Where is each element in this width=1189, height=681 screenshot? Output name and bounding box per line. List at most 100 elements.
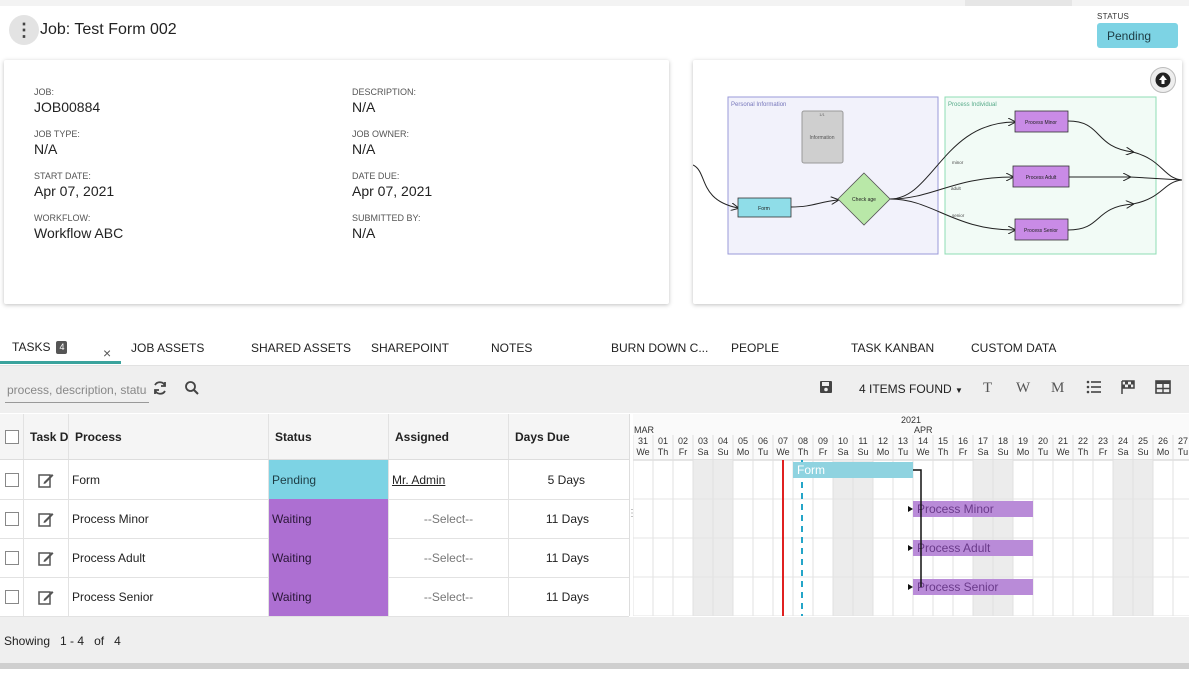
process-minor-node-label: Process Minor <box>1025 120 1057 126</box>
tab-job-assets[interactable]: JOB ASSETS <box>131 341 205 355</box>
col-assigned[interactable]: Assigned <box>388 414 508 459</box>
gantt-day-name: Fr <box>1099 447 1108 457</box>
days-due-cell: 11 Days <box>508 577 629 616</box>
description-value: N/A <box>352 99 376 115</box>
gantt-month-mar: MAR <box>634 425 655 435</box>
table-row[interactable]: Form Pending Mr. Admin 5 Days <box>0 460 629 500</box>
gantt-day-name: Tu <box>758 447 768 457</box>
col-days-due[interactable]: Days Due <box>508 414 629 459</box>
row-checkbox[interactable] <box>4 511 19 526</box>
gantt-header-bg <box>633 414 1189 460</box>
gantt-day-number: 09 <box>818 436 828 446</box>
select-all-checkbox[interactable] <box>4 429 19 444</box>
col-status[interactable]: Status <box>268 414 388 459</box>
search-icon[interactable] <box>184 380 200 400</box>
row-select-cell <box>0 538 23 577</box>
refresh-icon[interactable] <box>152 380 168 400</box>
gantt-day-name: Sa <box>837 447 848 457</box>
date-due-field: DATE DUE: Apr 07, 2021 <box>352 171 432 199</box>
description-field: DESCRIPTION: N/A <box>352 87 416 115</box>
view-month-button[interactable]: M <box>1051 380 1065 396</box>
tasks-count-badge: 4 <box>56 340 68 354</box>
showing-label: Showing <box>4 634 51 648</box>
start-date-label: START DATE: <box>34 171 91 181</box>
edit-icon[interactable] <box>23 577 68 616</box>
gantt-day-name: Th <box>798 447 809 457</box>
items-found-dropdown[interactable]: 4 ITEMS FOUND ▼ <box>859 382 963 396</box>
edit-icon[interactable] <box>23 460 68 499</box>
tab-tasks-label: TASKS <box>12 340 51 354</box>
list-icon[interactable] <box>1086 380 1102 398</box>
job-type-label: JOB TYPE: <box>34 129 80 139</box>
assigned-select-placeholder: --Select-- <box>423 589 474 604</box>
splitter-handle[interactable]: ⋮ <box>627 508 637 519</box>
tasks-grid: Task Details Process Status Assigned Day… <box>0 414 630 617</box>
workflow-diagram: Personal Information Process Individual … <box>693 96 1182 255</box>
gantt-day-number: 22 <box>1078 436 1088 446</box>
flag-icon[interactable] <box>1120 380 1136 398</box>
assigned-select[interactable]: --Select-- <box>388 577 508 616</box>
process-senior-node-label: Process Senior <box>1024 228 1058 234</box>
status-label: STATUS <box>1097 12 1130 21</box>
table-row[interactable]: Process Adult Waiting --Select-- 11 Days <box>0 538 629 578</box>
gantt-day-number: 12 <box>878 436 888 446</box>
gantt-day-number: 19 <box>1018 436 1028 446</box>
tab-sharepoint[interactable]: SHAREPOINT <box>371 341 450 355</box>
gantt-day-name: Mo <box>1157 447 1170 457</box>
gantt-day-number: 10 <box>838 436 848 446</box>
table-row[interactable]: Process Minor Waiting --Select-- 11 Days <box>0 499 629 539</box>
edit-icon[interactable] <box>23 499 68 538</box>
close-tab-icon[interactable]: × <box>103 345 112 361</box>
table-row[interactable]: Process Senior Waiting --Select-- 11 Day… <box>0 577 629 617</box>
pagination-info: Showing 1 - 4 of 4 <box>4 634 121 648</box>
row-checkbox[interactable] <box>4 550 19 565</box>
process-cell: Process Senior <box>68 577 268 616</box>
gantt-day-number: 15 <box>938 436 948 446</box>
job-type-field: JOB TYPE: N/A <box>34 129 80 157</box>
gantt-day-name: Fr <box>679 447 688 457</box>
horizontal-scrollbar[interactable] <box>0 663 1189 669</box>
start-date-value: Apr 07, 2021 <box>34 183 115 199</box>
workflow-field: WORKFLOW: Workflow ABC <box>34 213 123 241</box>
gantt-day-name: Su <box>717 447 728 457</box>
workflow-label: WORKFLOW: <box>34 213 91 223</box>
edge-minor-label: minor <box>952 160 964 165</box>
assigned-select[interactable]: --Select-- <box>388 538 508 577</box>
assigned-user-link[interactable]: Mr. Admin <box>392 472 446 487</box>
gantt-task-bar-label: Form <box>797 463 825 477</box>
tab-notes[interactable]: NOTES <box>491 341 533 355</box>
tab-bar: TASKS 4 × JOB ASSETS SHARED ASSETS SHARE… <box>0 333 1189 366</box>
view-day-button[interactable]: T <box>983 380 993 396</box>
table-layout-icon[interactable] <box>1155 380 1171 398</box>
days-due-cell: 5 Days <box>508 460 629 499</box>
job-label: JOB: <box>34 87 55 97</box>
row-checkbox[interactable] <box>4 589 19 604</box>
view-week-button[interactable]: W <box>1016 380 1031 396</box>
tab-burn-down[interactable]: BURN DOWN C... <box>611 341 709 355</box>
more-options-icon[interactable]: ⋮ <box>9 15 39 45</box>
tab-shared-assets[interactable]: SHARED ASSETS <box>251 341 352 355</box>
gantt-dependency-arrow <box>908 584 913 590</box>
gantt-day-name: Su <box>1137 447 1148 457</box>
assigned-select[interactable]: --Select-- <box>388 499 508 538</box>
status-cell: Waiting <box>268 577 388 616</box>
row-checkbox[interactable] <box>4 472 19 487</box>
showing-of: of <box>94 634 105 648</box>
gantt-day-number: 01 <box>658 436 668 446</box>
tab-custom-data[interactable]: CUSTOM DATA <box>971 341 1057 355</box>
tab-people[interactable]: PEOPLE <box>731 341 780 355</box>
edit-icon[interactable] <box>23 538 68 577</box>
job-owner-field: JOB OWNER: N/A <box>352 129 409 157</box>
col-process[interactable]: Process <box>68 414 268 459</box>
gantt-task-bar <box>913 579 1033 595</box>
gantt-day-name: Th <box>658 447 669 457</box>
tab-task-kanban[interactable]: TASK KANBAN <box>851 341 935 355</box>
save-icon[interactable] <box>819 380 833 398</box>
col-task-details[interactable]: Task Details <box>23 414 68 459</box>
gantt-task-bar <box>913 501 1033 517</box>
tab-tasks[interactable]: TASKS 4 <box>0 333 122 364</box>
upload-arrow-icon[interactable] <box>1150 67 1176 93</box>
gantt-year-label: 2021 <box>901 415 921 425</box>
search-input[interactable] <box>5 378 149 403</box>
gantt-task-bar <box>793 462 913 478</box>
